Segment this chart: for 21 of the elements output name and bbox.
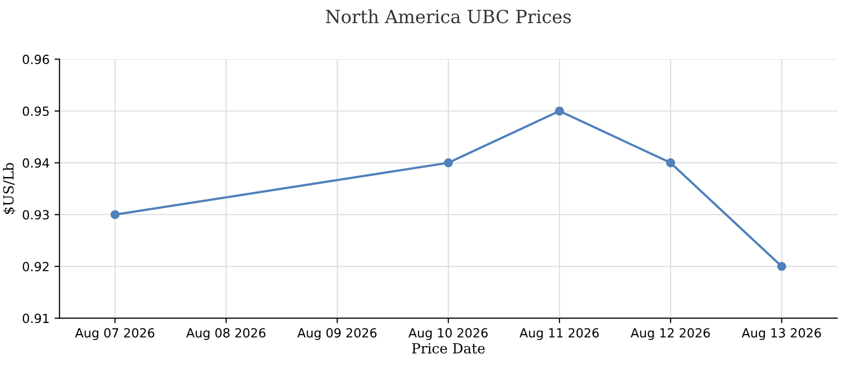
- x-tick-label: Aug 12 2026: [630, 328, 710, 340]
- point: [110, 210, 120, 220]
- y-tick-label: 0.94: [22, 158, 50, 168]
- y-tick-label: 0.91: [22, 314, 49, 324]
- point: [666, 158, 676, 168]
- point: [554, 106, 564, 116]
- y-tick-label: 0.92: [22, 262, 49, 272]
- x-tick-label: Aug 08 2026: [186, 328, 266, 340]
- x-tick-label: Aug 10 2026: [408, 328, 488, 340]
- point: [444, 158, 453, 168]
- y-tick-label: 0.95: [22, 106, 49, 116]
- x-axis-title: Price Date: [412, 343, 485, 354]
- point: [777, 262, 786, 271]
- y-axis-title: $US/Lb: [2, 162, 16, 214]
- x-tick-label: Aug 07 2026: [75, 328, 154, 340]
- chart-title: North America UBC Prices: [326, 9, 571, 24]
- x-tick-label: Aug 13 2026: [742, 328, 821, 340]
- x-tick-label: Aug 09 2026: [297, 328, 377, 340]
- y-tick-label: 0.93: [22, 210, 49, 220]
- y-tick-label: 0.96: [22, 54, 49, 64]
- x-tick-label: Aug 11 2026: [520, 328, 599, 340]
